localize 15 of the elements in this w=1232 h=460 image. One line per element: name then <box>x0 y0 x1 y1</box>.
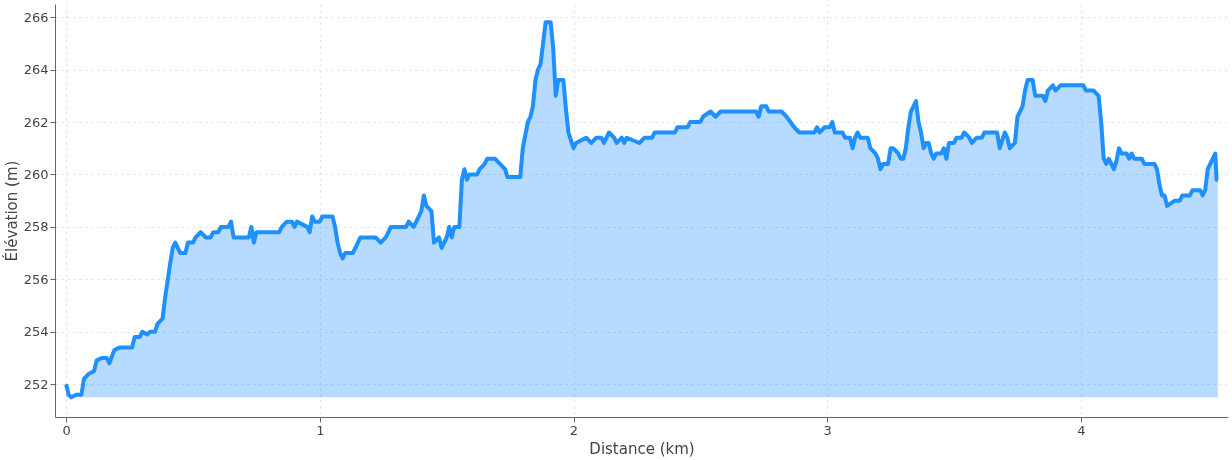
x-tick-label: 0 <box>62 422 71 438</box>
y-tick-label: 260 <box>23 166 49 182</box>
y-tick-label: 258 <box>23 219 49 235</box>
x-axis-title: Distance (km) <box>589 439 695 458</box>
y-tick-label: 264 <box>23 62 49 78</box>
x-tick-label: 2 <box>569 422 579 438</box>
x-tick-label: 1 <box>316 422 325 438</box>
y-tick-label: 256 <box>23 271 49 287</box>
y-tick-label: 262 <box>23 114 49 130</box>
y-tick-label: 266 <box>23 9 49 25</box>
y-tick-label: 254 <box>23 324 49 340</box>
x-tick-label: 4 <box>1077 422 1086 438</box>
x-tick-label: 3 <box>823 422 832 438</box>
y-axis-title: Élévation (m) <box>1 160 21 262</box>
y-tick-label: 252 <box>23 376 49 392</box>
